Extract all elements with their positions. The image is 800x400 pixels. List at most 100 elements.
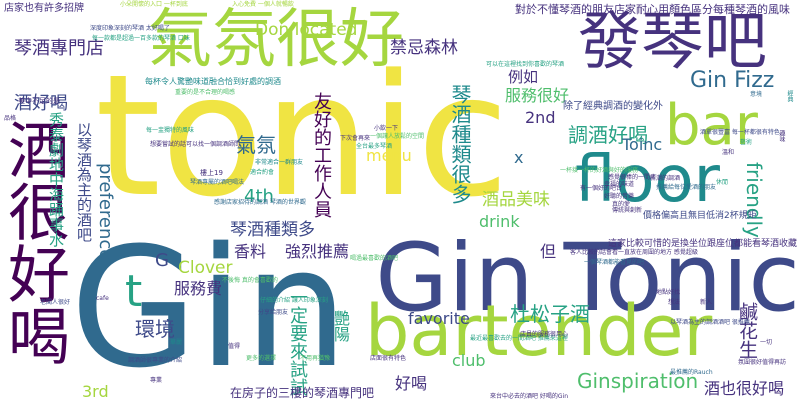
- word-s-dianmian: 店面很有特色: [370, 355, 407, 362]
- word-preference: preference: [95, 163, 116, 261]
- word-youshan-gongzuorenyuan: 友好的工作人員: [311, 92, 332, 218]
- word-s-pin-ge: 品格: [4, 115, 17, 122]
- word-s-bizhong: 美中不足的是: [18, 97, 60, 105]
- word-s-piaoliang: 想要嘗試的話可以找一個調酒師問: [150, 141, 241, 148]
- word-qinjiu-zhuanmendian: 琴酒專門店: [14, 38, 104, 59]
- word-s-yishu: 藝術: [740, 139, 753, 146]
- word-s-gengduo: 更多的選擇: [246, 355, 277, 362]
- word-s-mingshou: 每一盅獨特的風味: [146, 127, 195, 134]
- word-gin: Gin: [70, 212, 349, 400]
- word-dan: 但: [540, 242, 557, 261]
- word-s-fengxiang: 分享給朋友: [258, 309, 289, 316]
- word-s-jiushi: 酒單很豐富 每一杯都很有特色: [700, 129, 780, 136]
- word-tonic: tonic: [95, 38, 510, 234]
- word-s-chuan: 傳統與創新: [612, 207, 643, 214]
- word-qinjiu-zhongleiduo: 琴酒種類多: [230, 220, 315, 240]
- word-fuwufei: 服務費: [174, 279, 223, 298]
- word-s-laoban: 老闆人很好: [40, 299, 71, 306]
- word-s-tuijian-geiwo: 推薦給每位愛酒的朋友: [656, 184, 717, 191]
- word-s-duiyu-budong: 對於不懂琴酒的朋友店家耐心用顏色區分每種琴酒的風味: [515, 3, 790, 16]
- word-s-zhendeai: 真的愛: [612, 201, 631, 208]
- word-qifen: 氣氛: [236, 133, 276, 157]
- word-s-dizhi: 地點好找: [656, 289, 681, 296]
- word-ginspiration: Ginspiration: [577, 369, 699, 393]
- word-qianglie-tuijian: 強烈推薦: [285, 242, 350, 261]
- word-zai-fangzi-sanlou: 在房子的三樓的琴酒專門吧: [230, 386, 375, 400]
- word-s-jingyi: 經典: [786, 90, 793, 102]
- word-s-jiage: 價格偏高且無目低消2杯規矩: [643, 211, 757, 221]
- word-s-xiaoyin: 小飲一下: [374, 125, 399, 132]
- word-fuwu-henhao: 服務很好: [505, 86, 570, 105]
- word-s-ruxin-mianfei: 入心免費 一個人就暢飲: [232, 1, 294, 8]
- word-clover: Clover: [178, 258, 233, 278]
- word-s-shendu-yinxiang: 深度印象深刻的琴酒 太好喝了: [90, 25, 170, 32]
- word-s-zhuanye: 專業: [150, 377, 163, 384]
- word-jiu-haohe: 酒好喝: [14, 93, 68, 114]
- word-bar: bar: [665, 93, 758, 158]
- word-s-wenhe: 溫和: [722, 149, 735, 156]
- word-qifen-henhao: 氣氛很好: [148, 3, 404, 77]
- word-haohe: 好喝: [395, 374, 428, 393]
- word-chu-jingdian: 除了經典調酒的變化外: [563, 101, 663, 112]
- word-s-daying: 以琴酒為主的調酒酒吧 很推薦: [670, 319, 750, 326]
- word-xiangliao: 香料: [234, 242, 267, 261]
- word-gin-tonic: Gin Tonic: [375, 224, 800, 333]
- word-s-xiuxian: 休閒: [716, 179, 729, 186]
- word-s-ganjue: 感覺很棒的一間店: [608, 174, 657, 181]
- word-s-jiu-ye-haohe: 一個琴酒都能看見的吧: [584, 259, 645, 266]
- word-s-meizhu-yuchao: 每一款都是超過一百多款的琴酒 口味: [92, 35, 190, 42]
- word-faqinba: 發琴吧: [578, 5, 767, 78]
- word-s-zhijie: 值得: [228, 343, 241, 350]
- word-liru: 例如: [508, 68, 539, 86]
- word-s-xiaoduo-kaihuai: 小朵開懷的入口 一杯到底: [120, 1, 188, 8]
- word-s-xiangfa: 想法: [668, 299, 681, 306]
- word-s-ganxie: 感謝店家招待的調酒 琴酒的世界觀: [214, 199, 306, 206]
- word-s-xianggong: 新潮的調酒: [650, 175, 681, 182]
- word-s-buhui-houhui: 不後悔 真的會喜歡的: [222, 277, 278, 284]
- word-drink: drink: [479, 212, 520, 231]
- word-s-mei-bei: 每杯令人驚艷味道融合恰到好處的調酒: [145, 77, 281, 86]
- word-gin-fizz: Gin Fizz: [690, 68, 775, 93]
- word-yipin-meiwei: 酒品美味: [482, 190, 550, 210]
- word-club: club: [452, 351, 486, 370]
- word-s-tiaojiushi: 調酒師很專業的介紹: [128, 357, 183, 364]
- word-g-letter: G: [155, 250, 169, 271]
- word-jiu-ye-henhaohe: 酒也很好喝: [704, 379, 785, 398]
- word-s-quzhi: 趣味: [778, 130, 785, 142]
- word-s-zhuan-bizhi: 這家比較可惜的是換坐位跟座位都能看琴酒收藏: [608, 239, 798, 249]
- word-s-hua: 華麗: [170, 339, 183, 346]
- word-third: 3rd: [82, 382, 109, 400]
- word-s-keren-jiaoduo: 客人比較的話會看一直放在周圍的地方 感覺超級: [570, 249, 698, 256]
- word-qinjiu-zhonglei-henduo: 琴酒種類很多: [448, 84, 472, 204]
- word-s-ranshao: 最推薦的Rauch: [670, 369, 713, 376]
- word-don-located: Don located: [255, 20, 358, 40]
- word-yiding-yaolai-changshi: 一定要來試試: [287, 288, 308, 396]
- word-menu: menu: [366, 146, 412, 165]
- word-x-letter: x: [514, 148, 524, 167]
- word-s-yige-rang: 一個讓人放鬆的空間: [370, 133, 425, 140]
- word-s-buyong: 不用再猶豫: [300, 355, 331, 362]
- word-s-xinren: 新人: [700, 299, 713, 306]
- word-t-letter: t: [125, 266, 143, 317]
- word-s-gengxuan: 非常適合一群朋友: [255, 159, 304, 166]
- word-toinc: Toinc: [622, 135, 663, 154]
- word-s-fenwei: 氛圍很好值得再訪: [738, 359, 787, 366]
- word-jinji-senlin: 禁忌森林: [390, 38, 458, 58]
- word-fourth: 4th: [244, 186, 274, 207]
- word-s-shiyou: 適合約會: [250, 169, 275, 176]
- word-s-dianyuan: 店員的服務很用心: [520, 331, 569, 338]
- word-s-jiuba-jiaoyu: 琴酒專屬的酒吧喝法: [190, 179, 245, 186]
- word-s-zhenghe: 重要的是不合理的喝感: [175, 89, 236, 96]
- word-xianhuasheng: 鹹花生: [736, 302, 758, 359]
- word-yanyang: 艷陽: [331, 310, 350, 342]
- word-s-lou-19: 樓上19: [200, 169, 223, 177]
- word-xiuqu-zhongshan: 秀泰劇地中海踊事水: [47, 112, 65, 247]
- word-s-kafei: 下次會再來: [340, 135, 371, 142]
- word-s-kefu-yali: 可以在這裡找到你喜歡的琴酒: [486, 61, 565, 68]
- word-s-xingfu: 幸福的味道: [604, 181, 635, 188]
- word-jiu-henhaohe: 酒很好喝: [0, 118, 70, 366]
- word-s-ximao: 仔細的介紹 讓人印象深刻: [260, 297, 328, 304]
- word-s-haodu: 喝過最喜歡的酒吧: [350, 255, 399, 262]
- word-s-quan: 全台最多琴酒: [356, 143, 393, 150]
